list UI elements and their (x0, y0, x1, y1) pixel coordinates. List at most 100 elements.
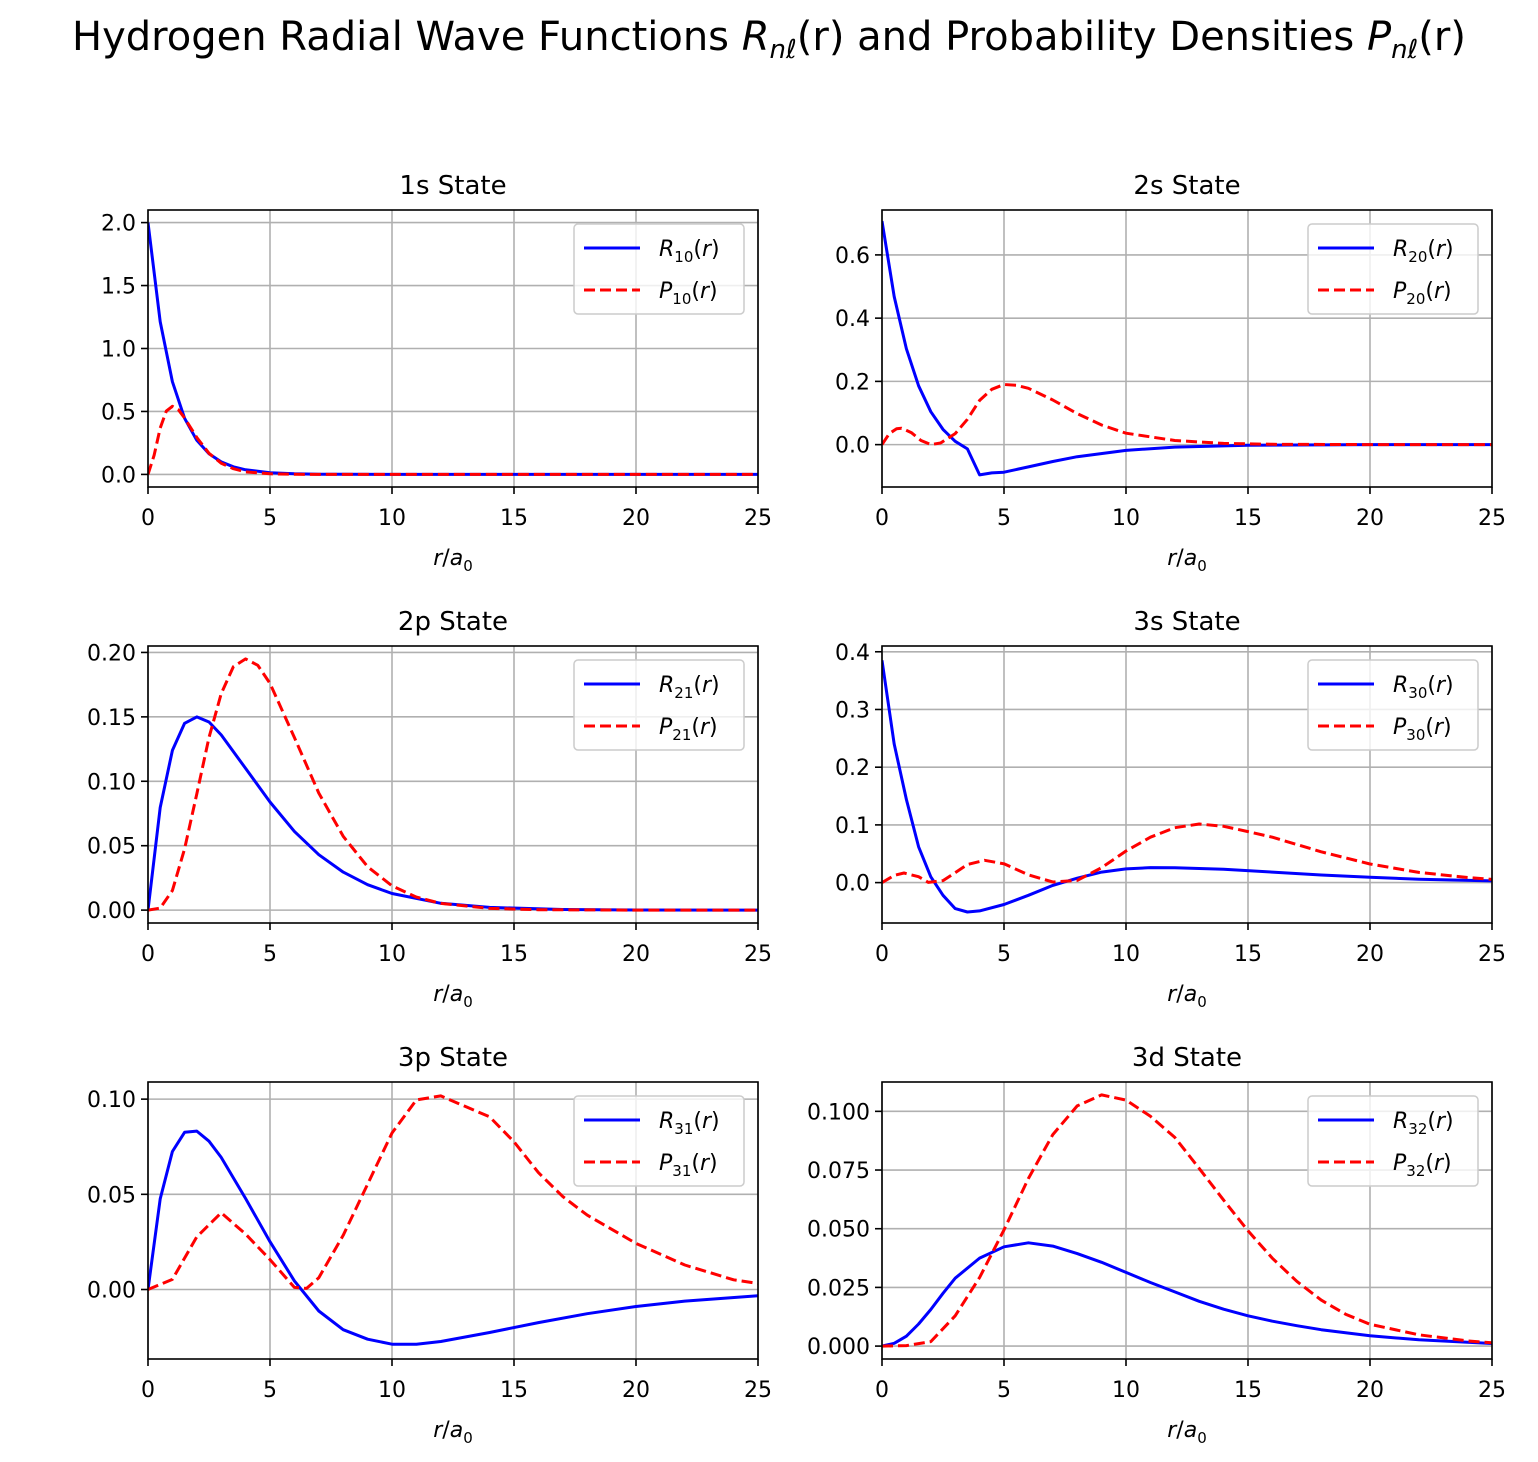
x-tick-label: 20 (622, 1378, 650, 1403)
subplot-title: 3s State (1133, 607, 1240, 637)
x-tick-label: 25 (1478, 942, 1506, 967)
x-tick-label: 25 (744, 506, 772, 531)
legend: R20(r) P20(r) (1307, 223, 1479, 315)
series-P31 (148, 1094, 758, 1291)
y-tick-label: 0.20 (87, 641, 136, 666)
y-tick-label: 0.05 (87, 1183, 136, 1208)
subplot-3d: 0 5 10 15 20 25 0.000 0.025 0.050 0.075 0.100 3d St… (807, 1043, 1506, 1447)
y-tick-label: 0.050 (807, 1218, 870, 1243)
x-tick-label: 10 (378, 942, 406, 967)
x-tick-label: 20 (1356, 506, 1384, 531)
legend-label: R32(r) (1393, 1109, 1454, 1138)
axes-frame (881, 1081, 1493, 1360)
y-tick-label: 0.0 (835, 434, 870, 459)
x-tick-label: 5 (997, 942, 1011, 967)
series-P21 (148, 657, 758, 912)
x-tick-label: 0 (141, 1378, 155, 1403)
series-P10 (148, 404, 758, 476)
x-tick-label: 0 (141, 506, 155, 531)
x-tick-label: 5 (997, 1378, 1011, 1403)
legend-label: P32(r) (1393, 1151, 1452, 1180)
subplot-2p: 0 5 10 15 20 25 0.00 0.05 0.10 0.15 0.20 2p State r/… (87, 607, 772, 1011)
x-tick-label: 10 (1112, 942, 1140, 967)
series-P30 (882, 822, 1492, 884)
y-tick-label: 0.00 (87, 899, 136, 924)
legend: R10(r) P10(r) (573, 223, 745, 315)
y-tick-label: 0.1 (835, 814, 870, 839)
y-tick-label: 1.0 (101, 338, 136, 363)
x-tick-label: 5 (263, 1378, 277, 1403)
x-axis-label: r/a0 (433, 546, 473, 575)
x-axis-label: r/a0 (1167, 1418, 1207, 1447)
x-tick-label: 15 (1234, 1378, 1262, 1403)
legend: R21(r) P21(r) (573, 659, 745, 751)
subplot-2s: 0 5 10 15 20 25 0.0 0.2 0.4 0.6 2s State r/a0 R20(r)… (835, 171, 1506, 575)
y-tick-label: 0.00 (87, 1279, 136, 1304)
series-R20 (882, 220, 1492, 477)
x-tick-label: 20 (622, 506, 650, 531)
plot-area (148, 657, 758, 912)
x-tick-label: 25 (1478, 1378, 1506, 1403)
y-tick-label: 0.2 (835, 756, 870, 781)
legend-label: R31(r) (659, 1109, 720, 1138)
figure-title: Hydrogen Radial Wave Functions Rnℓ(r) an… (72, 14, 1466, 65)
series-R32 (882, 1241, 1492, 1348)
series-R31 (148, 1129, 758, 1346)
legend-label: P30(r) (1393, 715, 1452, 744)
y-tick-label: 0.15 (87, 706, 136, 731)
x-tick-label: 25 (1478, 506, 1506, 531)
x-tick-label: 15 (500, 942, 528, 967)
y-tick-label: 0.0 (835, 872, 870, 897)
y-tick-label: 0.10 (87, 770, 136, 795)
legend: R30(r) P30(r) (1307, 659, 1479, 751)
y-tick-label: 2.0 (101, 212, 136, 237)
x-tick-label: 0 (141, 942, 155, 967)
y-tick-label: 0.025 (807, 1276, 870, 1301)
y-tick-label: 0.2 (835, 370, 870, 395)
legend-label: R20(r) (1393, 237, 1454, 266)
x-tick-label: 25 (744, 942, 772, 967)
x-tick-label: 15 (500, 1378, 528, 1403)
x-tick-label: 25 (744, 1378, 772, 1403)
plot-area (882, 220, 1492, 477)
x-tick-label: 10 (378, 1378, 406, 1403)
y-tick-label: 0.000 (807, 1335, 870, 1360)
legend-label: P21(r) (659, 715, 718, 744)
x-tick-label: 0 (875, 942, 889, 967)
legend-label: P20(r) (1393, 279, 1452, 308)
subplot-3p: 0 5 10 15 20 25 0.00 0.05 0.10 3p State r/a0 R31(r)… (87, 1043, 772, 1447)
x-tick-label: 0 (875, 1378, 889, 1403)
x-axis-label: r/a0 (1167, 546, 1207, 575)
x-tick-label: 5 (263, 506, 277, 531)
subplot-title: 3p State (398, 1043, 508, 1073)
axes-frame (881, 645, 1493, 924)
x-tick-label: 15 (500, 506, 528, 531)
subplot-1s: 0 5 10 15 20 25 0.0 0.5 1.0 1.5 2.0 1s State r/a0 R10… (101, 171, 772, 575)
x-tick-label: 10 (1112, 1378, 1140, 1403)
subplot-title: 2s State (1133, 171, 1240, 201)
plot-area (882, 1093, 1492, 1348)
y-tick-label: 0.5 (101, 400, 136, 425)
y-tick-label: 0.10 (87, 1088, 136, 1113)
x-tick-label: 15 (1234, 942, 1262, 967)
x-tick-label: 20 (622, 942, 650, 967)
axes-frame (881, 209, 1493, 488)
legend-label: P31(r) (659, 1151, 718, 1180)
subplot-title: 2p State (398, 607, 508, 637)
x-axis-label: r/a0 (433, 1418, 473, 1447)
plot-area (882, 660, 1492, 914)
legend-label: R21(r) (659, 673, 720, 702)
plot-area (148, 222, 758, 476)
x-axis-label: r/a0 (433, 982, 473, 1011)
y-tick-label: 0.100 (807, 1100, 870, 1125)
y-tick-label: 0.3 (835, 698, 870, 723)
y-tick-label: 0.6 (835, 244, 870, 269)
series-R30 (882, 660, 1492, 914)
legend-label: P10(r) (659, 279, 718, 308)
x-tick-label: 5 (263, 942, 277, 967)
series-P20 (882, 383, 1492, 447)
axes-frame (147, 645, 759, 924)
x-tick-label: 10 (1112, 506, 1140, 531)
y-tick-label: 1.5 (101, 275, 136, 300)
